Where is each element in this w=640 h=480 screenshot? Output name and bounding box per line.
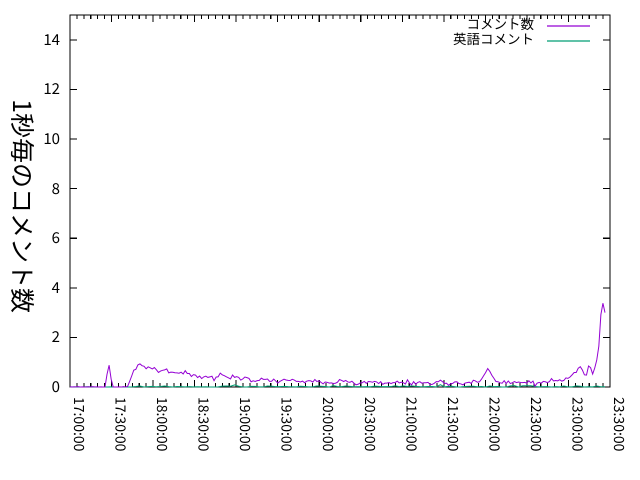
svg-text:12: 12 xyxy=(43,78,60,99)
svg-text:20:30:00: 20:30:00 xyxy=(360,397,380,452)
svg-text:17:30:00: 17:30:00 xyxy=(111,397,131,452)
svg-text:21:30:00: 21:30:00 xyxy=(443,397,463,452)
svg-text:10: 10 xyxy=(43,128,60,149)
svg-text:1秒毎のコメント数: 1秒毎のコメント数 xyxy=(5,99,41,313)
svg-text:8: 8 xyxy=(52,178,60,199)
svg-text:2: 2 xyxy=(52,326,60,347)
svg-text:22:30:00: 22:30:00 xyxy=(526,397,546,452)
svg-text:19:00:00: 19:00:00 xyxy=(235,397,255,452)
svg-text:0: 0 xyxy=(52,376,60,397)
svg-text:22:00:00: 22:00:00 xyxy=(484,397,504,452)
svg-text:4: 4 xyxy=(52,277,60,298)
svg-text:21:00:00: 21:00:00 xyxy=(401,397,421,452)
svg-text:18:00:00: 18:00:00 xyxy=(152,397,172,452)
svg-text:英語コメント: 英語コメント xyxy=(453,28,534,48)
svg-text:6: 6 xyxy=(52,227,60,248)
svg-text:18:30:00: 18:30:00 xyxy=(194,397,214,452)
svg-text:23:00:00: 23:00:00 xyxy=(567,397,587,452)
svg-text:14: 14 xyxy=(43,29,60,50)
svg-text:19:30:00: 19:30:00 xyxy=(277,397,297,452)
svg-text:23:30:00: 23:30:00 xyxy=(609,397,629,452)
svg-text:20:00:00: 20:00:00 xyxy=(318,397,338,452)
svg-text:17:00:00: 17:00:00 xyxy=(69,397,89,452)
